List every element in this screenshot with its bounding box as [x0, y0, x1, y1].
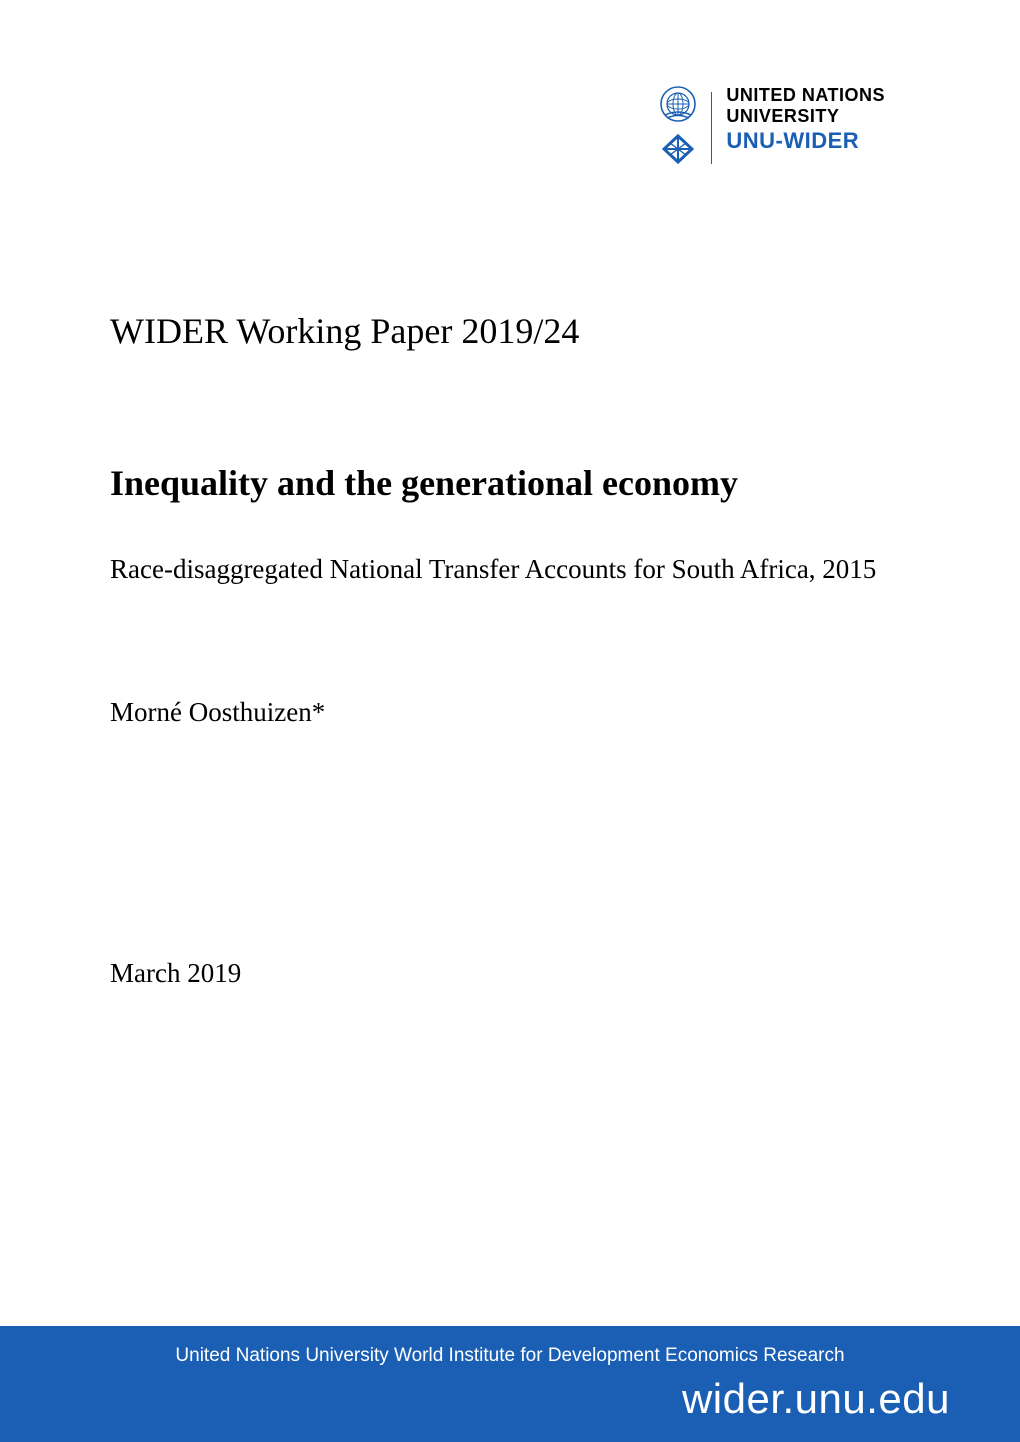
logo-text: UNITED NATIONS UNIVERSITY UNU-WIDER: [726, 85, 885, 154]
footer-url: wider.unu.edu: [682, 1375, 950, 1423]
un-emblem-icon: [659, 85, 697, 128]
paper-date: March 2019: [110, 958, 910, 989]
series-label: WIDER Working Paper 2019/24: [110, 310, 910, 352]
unu-diamond-icon: [659, 132, 697, 171]
logo-org-line1: UNITED NATIONS: [726, 85, 885, 106]
logo-block: UNITED NATIONS UNIVERSITY UNU-WIDER: [659, 85, 885, 171]
logo-divider: [711, 92, 712, 164]
content-block: WIDER Working Paper 2019/24 Inequality a…: [110, 310, 910, 989]
footer-institution: United Nations University World Institut…: [175, 1345, 844, 1367]
paper-author: Morné Oosthuizen*: [110, 697, 910, 728]
paper-title: Inequality and the generational economy: [110, 462, 910, 504]
page: UNITED NATIONS UNIVERSITY UNU-WIDER WIDE…: [0, 0, 1020, 1442]
paper-subtitle: Race-disaggregated National Transfer Acc…: [110, 552, 910, 587]
logo-brand: UNU-WIDER: [726, 128, 885, 153]
logo-icons: [659, 85, 697, 171]
footer-bar: United Nations University World Institut…: [0, 1326, 1020, 1442]
logo-org-line2: UNIVERSITY: [726, 106, 885, 127]
